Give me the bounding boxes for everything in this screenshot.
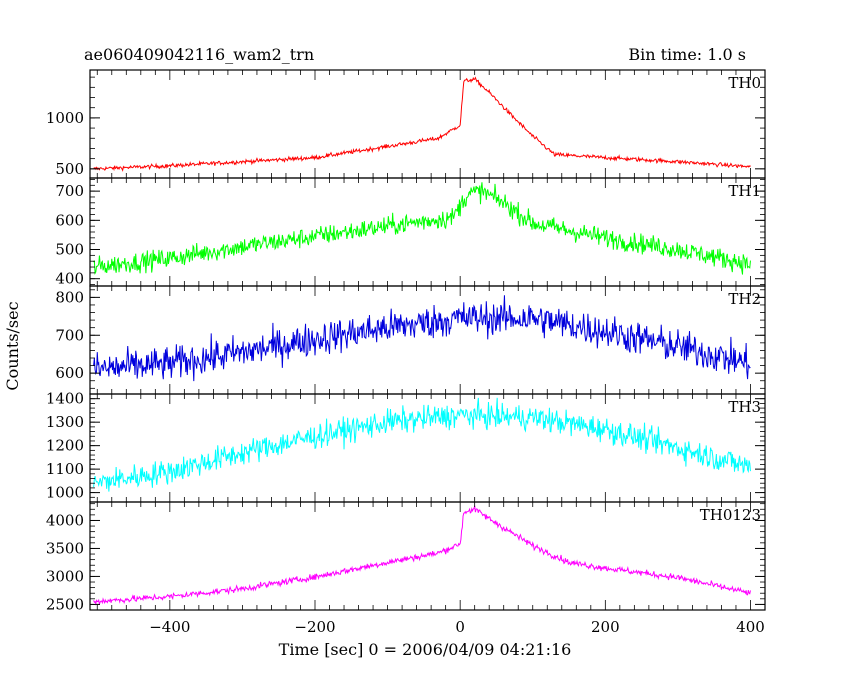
- y-tick-label: 800: [55, 288, 84, 306]
- panels-layer: 500 1000 TH0 400 500 600 700 TH1 600 700 800 TH2 100…: [46, 69, 766, 613]
- panel-th0: 500 1000 TH0: [46, 69, 766, 179]
- y-tick-label: 400: [55, 270, 84, 288]
- panel-frame: [89, 69, 766, 179]
- series-th0: [93, 76, 751, 172]
- panel-label-th3: TH3: [728, 398, 761, 416]
- y-tick-label: 1000: [46, 484, 84, 502]
- x-axis: −400 −200 0 200 400: [149, 618, 765, 636]
- y-tick-label: 1400: [46, 390, 84, 408]
- y-tick-label: 500: [55, 160, 84, 178]
- chart-title: ae060409042116_wam2_trn: [84, 45, 315, 64]
- series-th1: [93, 182, 751, 275]
- panel-th3: 1000 1100 1200 1300 1400 TH3: [46, 390, 766, 503]
- y-tick-label: 500: [55, 241, 84, 259]
- x-tick-label: −400: [149, 618, 190, 636]
- y-tick-label: 1000: [46, 109, 84, 127]
- panel-label-th2: TH2: [728, 290, 761, 308]
- panel-label-th0: TH0: [728, 74, 761, 92]
- chart-subtitle: Bin time: 1.0 s: [628, 45, 746, 64]
- y-tick-label: 4000: [46, 511, 84, 529]
- series-th3: [93, 397, 751, 492]
- y-tick-label: 700: [55, 326, 84, 344]
- x-tick-label: −200: [294, 618, 335, 636]
- x-tick-label: 200: [591, 618, 620, 636]
- y-tick-label: 600: [55, 364, 84, 382]
- panel-th1: 400 500 600 700 TH1: [55, 177, 766, 288]
- y-axis-label: Counts/sec: [3, 301, 22, 390]
- series-th0123: [93, 505, 751, 606]
- y-tick-label: 1200: [46, 437, 84, 455]
- y-tick-label: 3000: [46, 567, 84, 585]
- x-tick-label: 0: [455, 618, 465, 636]
- panel-label-th1: TH1: [728, 182, 761, 200]
- y-tick-label: 1300: [46, 413, 84, 431]
- y-tick-label: 2500: [46, 595, 84, 613]
- panel-frame: [89, 177, 766, 287]
- panel-th0123: 2500 3000 3500 4000 TH0123: [46, 501, 766, 613]
- panel-frame: [89, 501, 766, 611]
- series-th2: [93, 295, 751, 382]
- x-axis-label: Time [sec] 0 = 2006/04/09 04:21:16: [279, 640, 572, 659]
- y-tick-label: 1100: [46, 460, 84, 478]
- panel-th2: 600 700 800 TH2: [55, 285, 766, 395]
- y-tick-label: 600: [55, 211, 84, 229]
- x-tick-label: 400: [736, 618, 765, 636]
- panel-label-th0123: TH0123: [700, 506, 761, 524]
- y-tick-label: 3500: [46, 539, 84, 557]
- y-tick-label: 700: [55, 182, 84, 200]
